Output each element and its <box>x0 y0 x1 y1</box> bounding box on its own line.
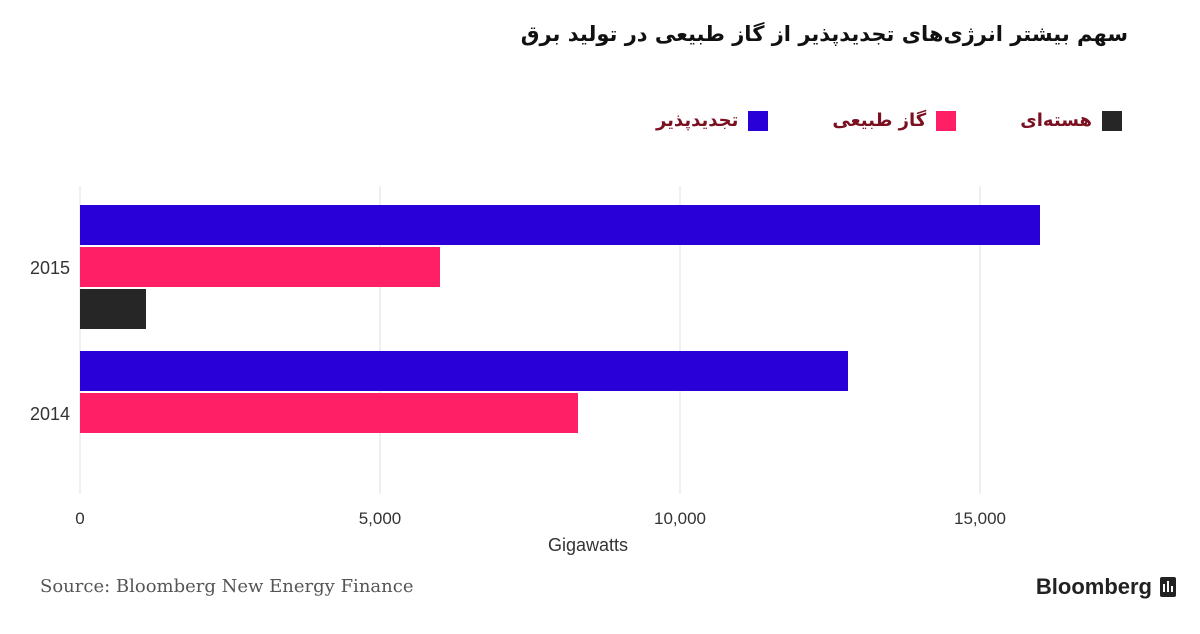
y-category-label: 2014 <box>30 404 70 424</box>
bar <box>80 289 146 329</box>
bar <box>80 247 440 287</box>
bar <box>80 393 578 433</box>
x-axis-label: Gigawatts <box>548 535 628 555</box>
legend-item-renewables: تجدیدپذیر <box>655 110 769 131</box>
x-tick-label: 10,000 <box>654 509 706 528</box>
bloomberg-terminal-icon <box>1160 577 1176 597</box>
legend-swatch-renewables <box>748 110 769 131</box>
source-note: Source: Bloomberg New Energy Finance <box>40 576 414 597</box>
chart-legend: هسته‌ای گاز طبیعی تجدیدپذیر <box>592 110 1122 131</box>
x-tick-label: 0 <box>75 509 84 528</box>
legend-label-nuclear: هسته‌ای <box>1020 110 1092 131</box>
chart-title: سهم بیشتر انرژی‌های تجدیدپذیر از گاز طبی… <box>520 22 1128 46</box>
bar <box>80 205 1040 245</box>
legend-item-natural-gas: گاز طبیعی <box>832 110 957 131</box>
brand-name: Bloomberg <box>1035 574 1152 599</box>
x-tick-label: 15,000 <box>954 509 1006 528</box>
legend-item-nuclear: هسته‌ای <box>1020 110 1122 131</box>
x-tick-label: 5,000 <box>359 509 402 528</box>
legend-swatch-nuclear <box>1102 110 1122 131</box>
legend-label-natural-gas: گاز طبیعی <box>832 110 927 131</box>
legend-swatch-natural-gas <box>936 110 957 131</box>
legend-label-renewables: تجدیدپذیر <box>655 110 739 131</box>
bar <box>80 351 848 391</box>
y-category-label: 2015 <box>30 258 70 278</box>
bloomberg-logo: Bloomberg <box>1036 574 1176 600</box>
